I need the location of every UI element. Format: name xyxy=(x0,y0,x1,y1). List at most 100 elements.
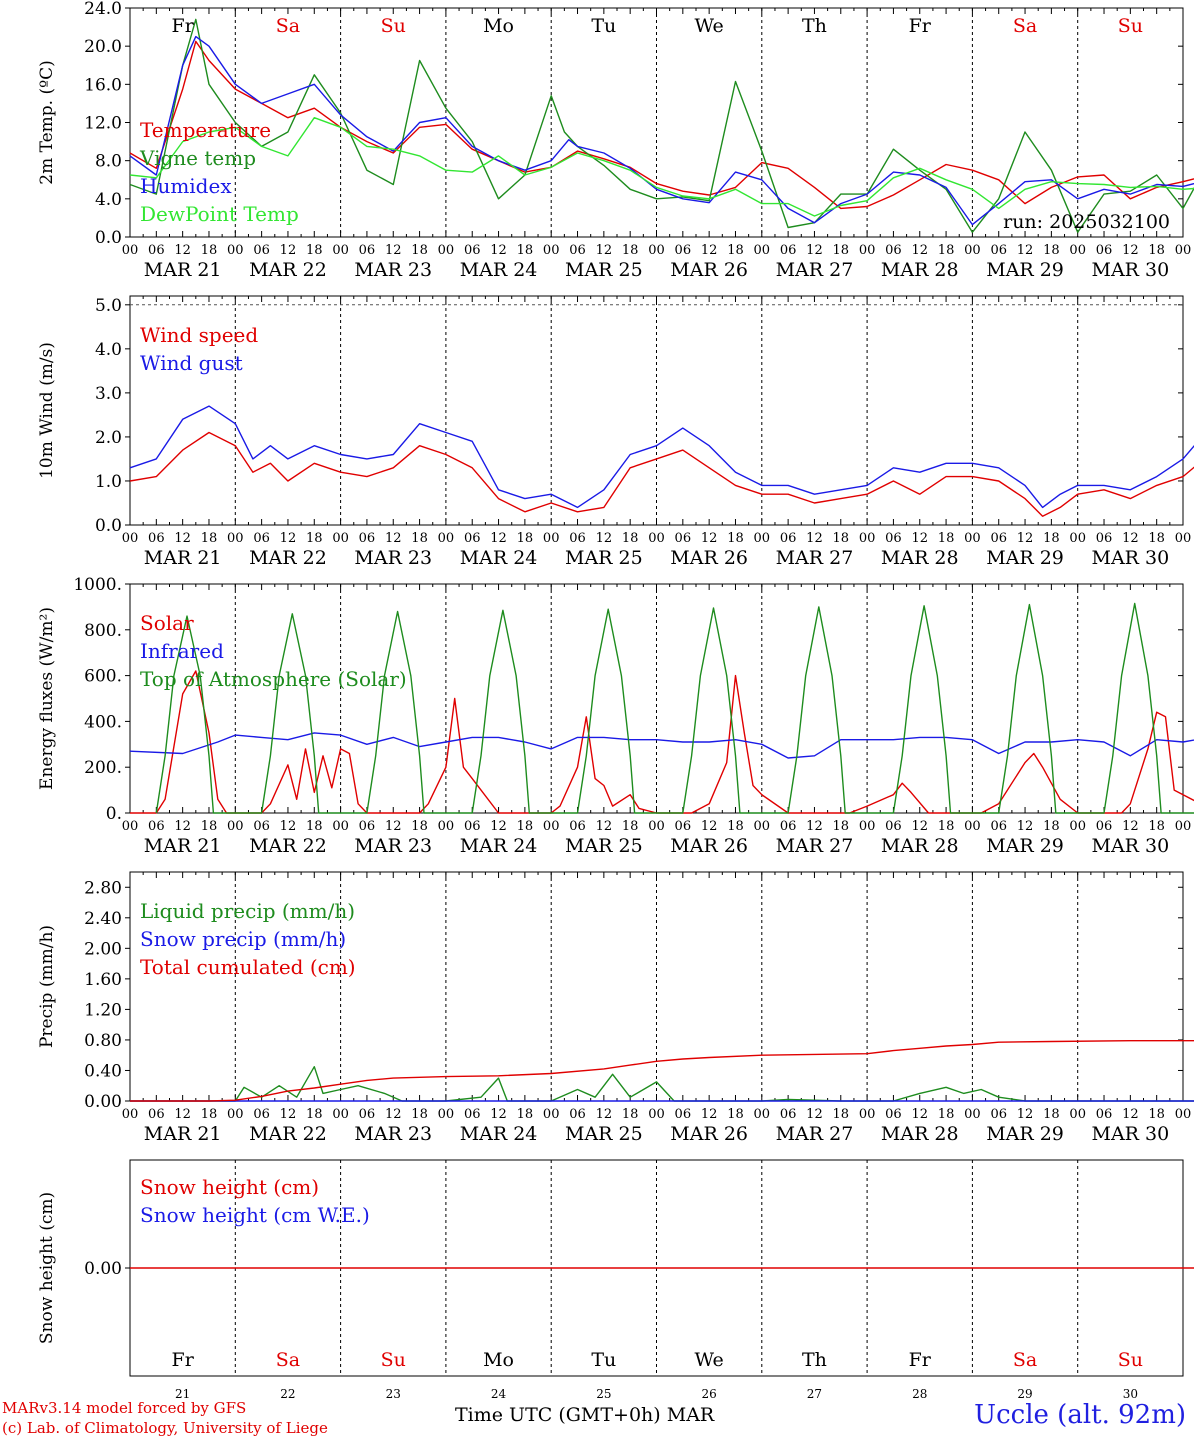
hour-tick-label: 00 xyxy=(543,819,560,834)
hour-tick-label: 12 xyxy=(911,243,928,258)
date-label: MAR 29 xyxy=(986,1123,1064,1145)
hour-tick-label: 12 xyxy=(1122,1107,1139,1122)
hour-tick-label: 12 xyxy=(490,531,507,546)
y-axis-label: Precip (mm/h) xyxy=(37,925,57,1048)
date-label: MAR 22 xyxy=(249,547,327,569)
day-number-label: 23 xyxy=(386,1387,401,1401)
hour-tick-label: 06 xyxy=(148,819,165,834)
hour-tick-label: 18 xyxy=(938,531,955,546)
hour-tick-label: 06 xyxy=(990,819,1007,834)
date-label: MAR 21 xyxy=(144,1123,222,1145)
y-tick-label: 0.00 xyxy=(84,1092,122,1112)
series-line-temperature xyxy=(129,40,1194,210)
date-label: MAR 23 xyxy=(354,547,432,569)
y-tick-label: 1.20 xyxy=(84,1000,122,1020)
hour-tick-label: 06 xyxy=(675,243,692,258)
y-tick-label: 0.80 xyxy=(84,1031,122,1051)
y-axis-label: 2m Temp. (ºC) xyxy=(37,60,57,185)
hour-tick-label: 18 xyxy=(622,531,639,546)
hour-tick-label: 00 xyxy=(227,1107,244,1122)
weekday-label: Fr xyxy=(909,15,932,37)
hour-tick-label: 00 xyxy=(543,1107,560,1122)
date-label: MAR 26 xyxy=(670,259,748,281)
hour-tick-label: 12 xyxy=(1122,531,1139,546)
hour-tick-label: 00 xyxy=(648,531,665,546)
hour-tick-label: 06 xyxy=(1096,819,1113,834)
hour-tick-label: 06 xyxy=(359,531,376,546)
y-tick-label: 20.0 xyxy=(84,37,122,57)
date-label: MAR 29 xyxy=(986,547,1064,569)
hour-tick-label: 06 xyxy=(569,531,586,546)
weekday-label: Su xyxy=(381,15,406,37)
day-number-label: 26 xyxy=(702,1387,717,1401)
hour-tick-label: 18 xyxy=(1043,819,1060,834)
hour-tick-label: 18 xyxy=(938,1107,955,1122)
weekday-label: Su xyxy=(1118,15,1143,37)
y-tick-label: 2.00 xyxy=(84,939,122,959)
x-axis-title-text: Time UTC (GMT+0h) xyxy=(455,1404,661,1426)
date-label: MAR 27 xyxy=(776,259,854,281)
date-label: MAR 24 xyxy=(460,547,538,569)
hour-tick-label: 06 xyxy=(464,1107,481,1122)
y-tick-label: 2.0 xyxy=(95,428,122,448)
date-label: MAR 22 xyxy=(249,1123,327,1145)
hour-tick-label: 00 xyxy=(1175,531,1192,546)
hour-tick-label: 06 xyxy=(464,531,481,546)
hour-tick-label: 18 xyxy=(622,819,639,834)
hour-tick-label: 12 xyxy=(596,243,613,258)
date-label: MAR 25 xyxy=(565,1123,643,1145)
hour-tick-label: 06 xyxy=(990,1107,1007,1122)
hour-tick-label: 12 xyxy=(385,819,402,834)
y-tick-label: 4.0 xyxy=(95,190,122,210)
date-label: MAR 30 xyxy=(1091,547,1169,569)
series-line-infrared xyxy=(129,732,1194,759)
y-tick-label: 5.0 xyxy=(95,296,122,316)
weekday-label-bottom: Th xyxy=(802,1349,827,1371)
date-label: MAR 30 xyxy=(1091,1123,1169,1145)
date-label: MAR 30 xyxy=(1091,259,1169,281)
hour-tick-label: 00 xyxy=(754,819,771,834)
hour-tick-label: 00 xyxy=(438,531,455,546)
hour-tick-label: 18 xyxy=(201,243,218,258)
hour-tick-label: 06 xyxy=(464,819,481,834)
hour-tick-label: 00 xyxy=(1175,1107,1192,1122)
y-axis-label: Energy fluxes (W/m²) xyxy=(37,607,57,790)
hour-tick-label: 12 xyxy=(1017,819,1034,834)
y-tick-label: 1.60 xyxy=(84,970,122,990)
weekday-label: Mo xyxy=(483,15,514,37)
hour-tick-label: 00 xyxy=(332,1107,349,1122)
hour-tick-label: 06 xyxy=(885,1107,902,1122)
hour-tick-label: 12 xyxy=(490,819,507,834)
hour-tick-label: 18 xyxy=(306,243,323,258)
hour-tick-label: 12 xyxy=(490,1107,507,1122)
hour-tick-label: 00 xyxy=(1069,243,1086,258)
weekday-label: Fr xyxy=(172,15,195,37)
weekday-label: We xyxy=(695,15,724,37)
date-label: MAR 29 xyxy=(986,835,1064,857)
hour-tick-label: 18 xyxy=(833,819,850,834)
date-label: MAR 21 xyxy=(144,259,222,281)
hour-tick-label: 06 xyxy=(780,819,797,834)
hour-tick-label: 12 xyxy=(806,531,823,546)
hour-tick-label: 00 xyxy=(332,819,349,834)
date-label: MAR 25 xyxy=(565,259,643,281)
hour-tick-label: 00 xyxy=(859,1107,876,1122)
date-label: MAR 25 xyxy=(565,835,643,857)
hour-tick-label: 00 xyxy=(754,243,771,258)
hour-tick-label: 18 xyxy=(201,819,218,834)
hour-tick-label: 12 xyxy=(385,1107,402,1122)
hour-tick-label: 06 xyxy=(780,243,797,258)
weekday-label-bottom: Mo xyxy=(483,1349,514,1371)
hour-tick-label: 06 xyxy=(675,1107,692,1122)
y-tick-label: 0. xyxy=(106,804,122,824)
hour-tick-label: 12 xyxy=(490,243,507,258)
hour-tick-label: 18 xyxy=(833,531,850,546)
hour-tick-label: 00 xyxy=(438,1107,455,1122)
month-label: MAR xyxy=(666,1404,715,1426)
day-number-label: 30 xyxy=(1123,1387,1138,1401)
hour-tick-label: 18 xyxy=(1043,531,1060,546)
hour-tick-label: 06 xyxy=(1096,243,1113,258)
date-label: MAR 29 xyxy=(986,259,1064,281)
hour-tick-label: 18 xyxy=(833,1107,850,1122)
hour-tick-label: 00 xyxy=(1069,1107,1086,1122)
